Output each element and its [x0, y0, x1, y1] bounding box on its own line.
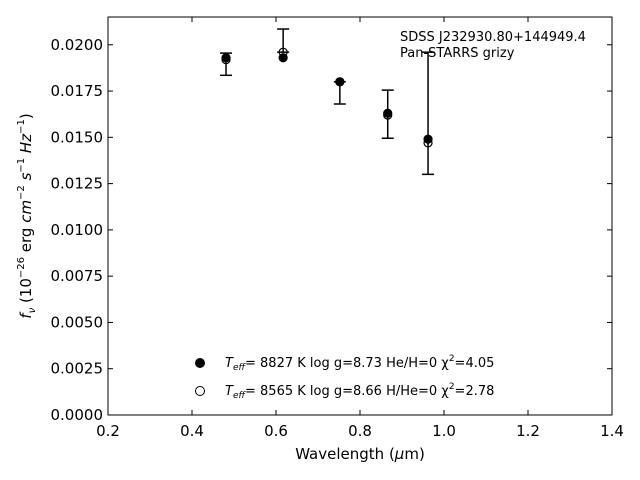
x-tick-label: 1.0 [432, 422, 456, 440]
x-tick-label: 1.4 [600, 422, 624, 440]
legend-marker-open [195, 386, 205, 396]
y-tick-label: 0.0100 [51, 221, 104, 239]
y-tick-label: 0.0050 [51, 313, 104, 331]
model-point-open [335, 77, 345, 87]
y-axis-title: fν (10−26 erg cm−2 s−1 Hz−1) [16, 113, 38, 318]
model-point-filled [383, 108, 393, 118]
y-tick-label: 0.0025 [51, 360, 104, 378]
legend-entry-2: Teff= 8565 K log g=8.66 H/He=0 χ2=2.78 [225, 382, 494, 401]
x-tick-label: 0.6 [264, 422, 288, 440]
object-name-annotation: SDSS J232930.80+144949.4 [400, 30, 586, 45]
ticks-layer: 0.2 0.4 0.6 0.8 1.0 1.2 1.4 0.0000 0.0025 0.0050 0… [51, 17, 624, 440]
legend-marker-filled [195, 358, 205, 368]
x-axis-title: Wavelength (μm) [295, 445, 425, 463]
legend-entry-1: Teff= 8827 K log g=8.73 He/H=0 χ2=4.05 [225, 354, 494, 373]
y-tick-label: 0.0150 [51, 128, 104, 146]
model-point-open [423, 138, 433, 148]
model-point-filled [221, 53, 231, 63]
x-tick-label: 0.4 [180, 422, 204, 440]
x-tick-label: 0.8 [348, 422, 372, 440]
y-tick-label: 0.0175 [51, 82, 104, 100]
y-tick-label: 0.0000 [51, 406, 104, 424]
x-tick-label: 1.2 [516, 422, 540, 440]
y-tick-label: 0.0200 [51, 36, 104, 54]
plot-frame [107, 16, 613, 416]
x-tick-label: 0.2 [96, 422, 120, 440]
y-tick-label: 0.0075 [51, 267, 104, 285]
survey-annotation: Pan-STARRS grizy [400, 46, 515, 61]
model-point-open [221, 54, 231, 65]
model-point-open [278, 47, 288, 57]
model-point-open [383, 110, 393, 120]
legend: Teff= 8827 K log g=8.73 He/H=0 χ2=4.05 T… [195, 354, 494, 401]
y-tick-label: 0.0125 [51, 175, 104, 193]
points-layer [221, 47, 433, 148]
